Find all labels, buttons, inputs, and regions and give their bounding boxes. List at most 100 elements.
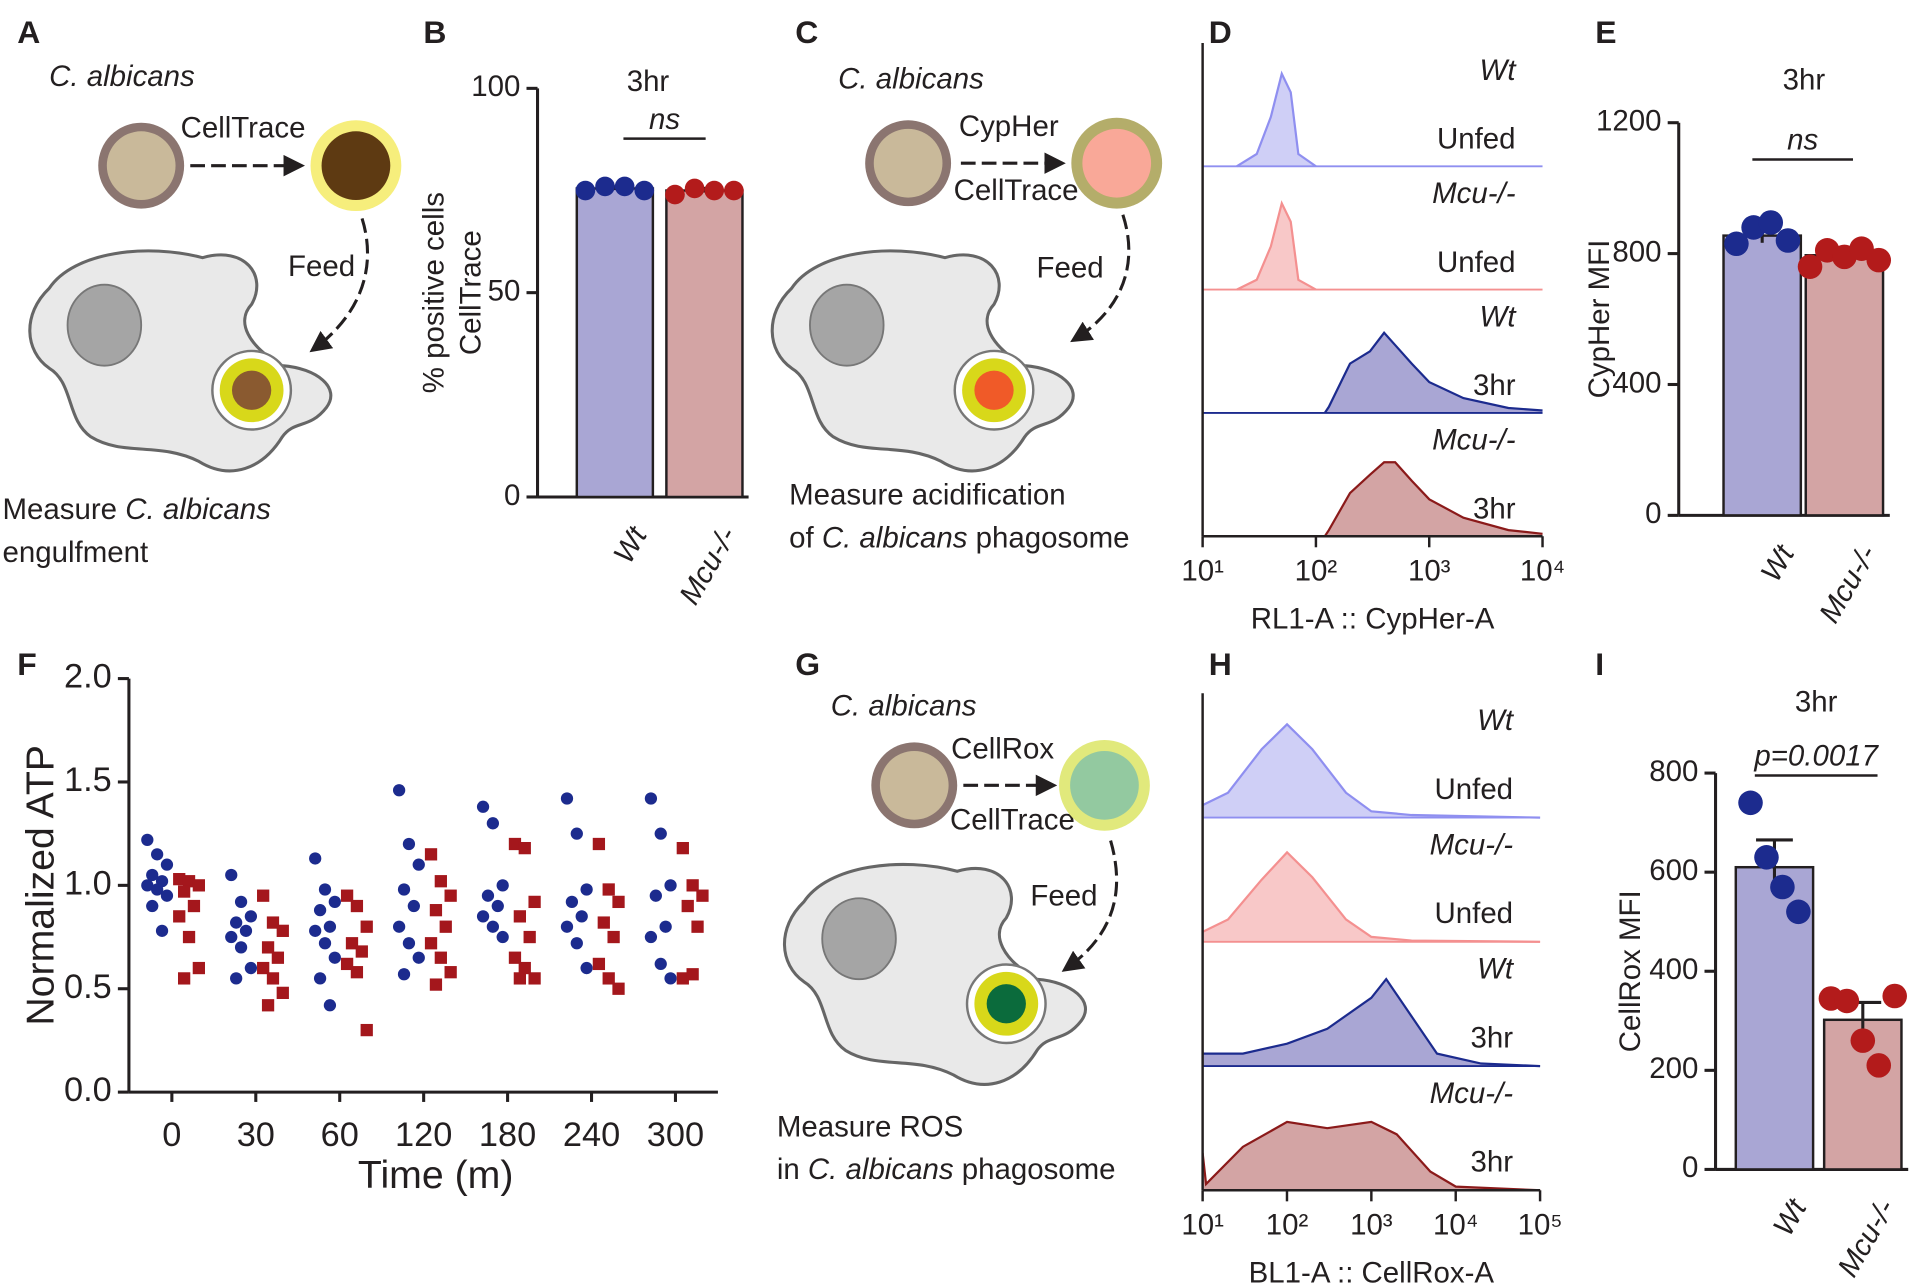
data-point: [644, 930, 658, 944]
series-condition: Unfed: [1435, 773, 1514, 806]
x-tick-label: 10¹: [1181, 554, 1224, 587]
data-point: [592, 837, 606, 851]
data-point: [1866, 247, 1892, 273]
x-tick-label: 300: [647, 1116, 704, 1154]
data-point: [580, 961, 593, 975]
data-point: [234, 895, 248, 909]
yeast-cell-inner: [873, 128, 943, 198]
data-point: [350, 966, 364, 979]
data-point: [1770, 874, 1795, 900]
data-point: [681, 899, 694, 913]
data-point: [1775, 228, 1801, 253]
step-label: Feed: [1037, 251, 1104, 284]
y-axis-label: CellTrace: [454, 230, 487, 355]
data-point: [649, 889, 662, 902]
data-point: [234, 941, 248, 954]
y-tick-label: 0: [1645, 497, 1661, 530]
data-point: [187, 899, 201, 913]
y-tick-label: 1.0: [64, 864, 112, 902]
x-tick-label: Mcu-/-: [1813, 540, 1883, 629]
data-point: [704, 180, 725, 201]
dye-label: CellTrace: [954, 174, 1079, 207]
data-point: [686, 879, 699, 892]
y-tick-label: 50: [488, 274, 521, 307]
data-point: [177, 972, 191, 985]
data-point: [323, 920, 337, 933]
y-tick-label: 200: [1649, 1052, 1698, 1085]
data-point: [402, 837, 416, 851]
series-condition: Unfed: [1437, 122, 1516, 155]
y-tick-label: 100: [471, 70, 520, 103]
x-tick-label: 120: [395, 1116, 452, 1154]
series-name: Mcu-/-: [1432, 177, 1516, 210]
data-point: [146, 868, 159, 882]
caption-part: Measure acidification: [789, 478, 1066, 511]
y-tick-label: 0: [1682, 1151, 1698, 1184]
x-tick-label: 10⁴: [1520, 554, 1565, 587]
data-point: [192, 961, 205, 975]
y-tick-label: 800: [1649, 755, 1698, 788]
caption: Measure C. albicans: [3, 493, 272, 526]
data-point: [182, 875, 196, 888]
labeled-cell-inner: [1070, 750, 1139, 820]
series-condition: 3hr: [1471, 1021, 1514, 1054]
histogram-line: [1236, 200, 1317, 291]
histogram-fill: [1236, 203, 1316, 290]
x-axis-label: BL1-A :: CellRox-A: [1249, 1256, 1495, 1286]
panel-letter: H: [1209, 646, 1232, 682]
series-name: Mcu-/-: [1432, 424, 1516, 457]
data-point: [444, 889, 457, 902]
organism-label: C. albicans: [838, 62, 984, 95]
x-tick-label: 10²: [1295, 554, 1338, 587]
data-point: [595, 176, 615, 197]
data-point: [607, 930, 620, 944]
data-point: [173, 910, 186, 923]
data-point: [192, 879, 205, 892]
data-point: [1724, 231, 1749, 257]
data-point: [1834, 988, 1860, 1014]
caption-part: engulfment: [3, 536, 149, 569]
panel-letter: C: [795, 14, 818, 50]
caption: Measure ROS: [777, 1110, 964, 1143]
data-point: [392, 920, 406, 933]
caption-part: Measure: [3, 493, 126, 526]
data-point: [592, 957, 606, 971]
x-tick-label: 0: [162, 1116, 181, 1154]
y-tick-label: 1200: [1596, 104, 1662, 137]
x-tick-label: 60: [321, 1116, 359, 1154]
data-point: [177, 885, 191, 898]
data-point: [676, 841, 689, 855]
series-condition: 3hr: [1473, 492, 1516, 525]
data-point: [560, 920, 574, 933]
significance-label: ns: [1787, 124, 1818, 157]
y-tick-label: 400: [1612, 366, 1661, 399]
nucleus: [821, 897, 897, 981]
data-point: [318, 883, 332, 896]
data-point: [476, 910, 490, 923]
data-point: [597, 916, 610, 929]
y-tick-label: 800: [1612, 235, 1661, 268]
data-point: [1850, 1028, 1876, 1053]
x-tick-label: 30: [237, 1116, 275, 1154]
y-axis-label: CellRox MFI: [1614, 890, 1647, 1052]
chart-title: 3hr: [1795, 686, 1838, 719]
caption-part: phagosome: [967, 521, 1129, 554]
dye-label: CellTrace: [181, 111, 306, 144]
histogram-fill: [1324, 332, 1543, 413]
data-point: [570, 827, 583, 840]
x-tick-label: 10¹: [1181, 1208, 1224, 1241]
caption-part: of: [789, 521, 822, 554]
y-tick-label: 400: [1649, 953, 1698, 986]
data-point: [360, 920, 373, 933]
dye-label: CypHer: [959, 110, 1059, 143]
caption-part: in: [777, 1153, 808, 1186]
x-tick-label: 10³: [1350, 1208, 1393, 1241]
histogram-fill: [1202, 852, 1541, 942]
data-point: [481, 889, 495, 902]
data-point: [560, 792, 574, 805]
caption: Measure acidification: [789, 478, 1066, 511]
x-tick-label: 10³: [1408, 554, 1451, 587]
significance-label: p=0.0017: [1753, 740, 1879, 773]
data-point: [313, 972, 327, 985]
data-point: [412, 951, 425, 964]
